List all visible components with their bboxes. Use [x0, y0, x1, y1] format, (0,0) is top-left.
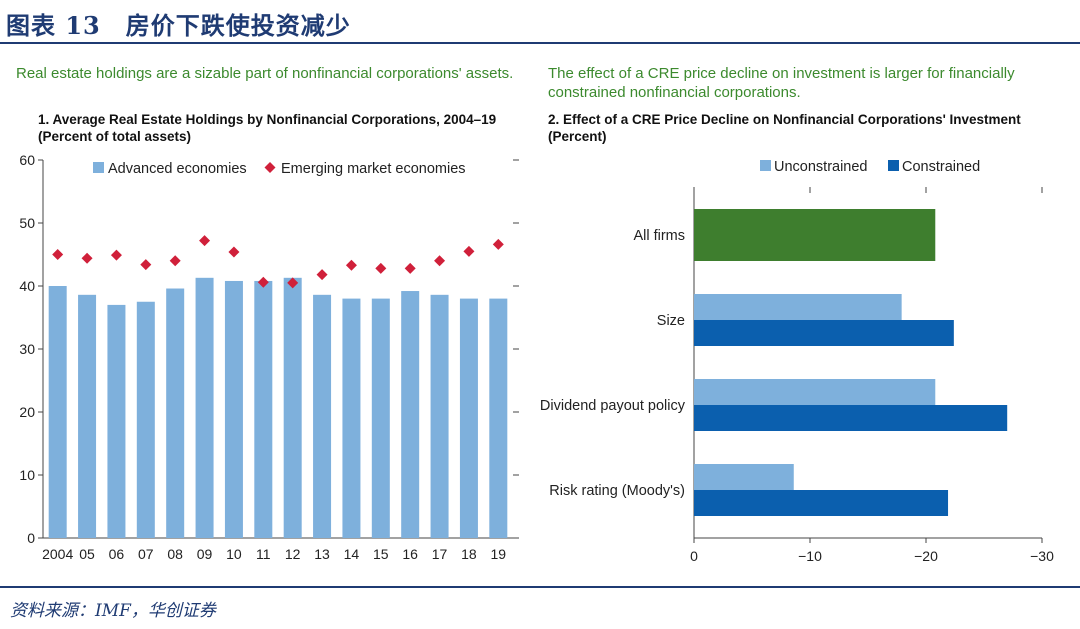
legend-label-advanced: Advanced economies	[108, 161, 247, 177]
bar-unconstrained	[694, 379, 936, 405]
footer-rule	[0, 586, 1080, 588]
bar-advanced	[254, 280, 273, 538]
chart-cre-price-effect: 0 −10 −20 −30 All firms Size Dividend payout p…	[540, 159, 1054, 564]
bar-constrained	[694, 320, 954, 346]
x-tick-label: 2004	[42, 546, 73, 562]
x-tick-label: 08	[167, 546, 183, 562]
x-tick-label: 09	[197, 546, 213, 562]
legend-swatch-unconstrained	[760, 160, 771, 171]
y-tick-label: 60	[19, 152, 35, 168]
category-label: Dividend payout policy	[540, 398, 686, 414]
y-tick-label: 20	[19, 404, 35, 420]
marker-emerging	[375, 262, 387, 274]
source-note: 资料来源：IMF，华创证券	[10, 601, 216, 621]
marker-emerging	[434, 255, 446, 267]
panel1-title: 1. Average Real Estate Holdings by Nonfi…	[38, 111, 496, 145]
y-tick-label: 50	[19, 215, 35, 231]
category-label: Size	[657, 313, 685, 329]
category-label: All firms	[633, 228, 685, 244]
bar-advanced	[224, 280, 243, 538]
x-tick-label: −30	[1030, 548, 1054, 564]
bar-advanced	[78, 294, 97, 538]
bar-advanced	[166, 288, 185, 538]
marker-emerging	[228, 246, 240, 258]
legend-label-constrained: Constrained	[902, 159, 980, 175]
x-tick-label: −20	[914, 548, 938, 564]
bar-advanced	[342, 298, 361, 538]
marker-emerging	[169, 255, 181, 267]
bar-constrained	[694, 405, 1008, 431]
legend-label-unconstrained: Unconstrained	[774, 159, 868, 175]
panel2-title: 2. Effect of a CRE Price Decline on Nonf…	[548, 111, 1021, 145]
x-tick-label: 06	[109, 546, 125, 562]
y-tick-label: 10	[19, 467, 35, 483]
x-tick-label: 18	[461, 546, 477, 562]
bar-all-firms	[694, 209, 936, 261]
bar-unconstrained	[694, 464, 794, 490]
x-tick-label: 19	[491, 546, 507, 562]
bar-advanced	[48, 286, 67, 538]
figure-title: 图表 13 房价下跌使投资减少	[6, 11, 351, 40]
marker-emerging	[199, 235, 211, 247]
marker-emerging	[287, 277, 299, 289]
y-tick-label: 30	[19, 341, 35, 357]
panel1-title-line2: (Percent of total assets)	[38, 129, 192, 144]
header-rule	[0, 42, 1080, 44]
bar-constrained	[694, 490, 949, 516]
bar-advanced	[313, 294, 332, 538]
bar-advanced	[195, 277, 214, 538]
marker-emerging	[81, 252, 93, 264]
panel2-title-line1: 2. Effect of a CRE Price Decline on Nonf…	[548, 112, 1021, 127]
x-tick-label: 07	[138, 546, 154, 562]
marker-emerging	[257, 276, 269, 288]
bar-advanced	[401, 291, 420, 538]
x-tick-label: 05	[79, 546, 95, 562]
y-tick-label: 40	[19, 278, 35, 294]
x-tick-label: 10	[226, 546, 242, 562]
legend-marker-emerging	[264, 162, 276, 173]
marker-emerging	[110, 249, 122, 261]
bar-advanced	[489, 298, 508, 538]
marker-emerging	[404, 262, 416, 274]
marker-emerging	[316, 269, 328, 281]
legend-swatch-advanced	[93, 162, 104, 173]
marker-emerging	[492, 238, 504, 250]
x-tick-label: 14	[344, 546, 360, 562]
x-tick-label: −10	[798, 548, 822, 564]
x-tick-label: 17	[432, 546, 448, 562]
panel1-subtitle: Real estate holdings are a sizable part …	[16, 65, 514, 82]
chart-real-estate-holdings: 0 10 20 30 40 50 60 2004 05 06 07 08 09 10 11 12 13 14 15 1…	[19, 152, 519, 562]
bar-advanced	[459, 298, 478, 538]
category-label: Risk rating (Moody's)	[549, 483, 685, 499]
bar-advanced	[283, 277, 302, 538]
bar-advanced	[371, 298, 390, 538]
marker-emerging	[140, 259, 152, 271]
bar-advanced	[430, 294, 449, 538]
bar-advanced	[136, 301, 155, 538]
bar-advanced	[107, 304, 126, 538]
legend-label-emerging: Emerging market economies	[281, 161, 466, 177]
panel2-title-line2: (Percent)	[548, 129, 607, 144]
x-tick-label: 16	[402, 546, 418, 562]
x-tick-label: 15	[373, 546, 389, 562]
marker-emerging	[345, 259, 357, 271]
x-tick-label: 13	[314, 546, 330, 562]
panel2-subtitle: The effect of a CRE price decline on inv…	[548, 65, 1015, 101]
legend-swatch-constrained	[888, 160, 899, 171]
panel1-title-line1: 1. Average Real Estate Holdings by Nonfi…	[38, 112, 497, 127]
x-tick-label: 12	[285, 546, 301, 562]
y-tick-label: 0	[27, 530, 35, 546]
bar-unconstrained	[694, 294, 902, 320]
marker-emerging	[52, 249, 64, 260]
marker-emerging	[463, 245, 475, 257]
x-tick-label: 11	[256, 546, 271, 562]
x-tick-label: 0	[690, 548, 698, 564]
